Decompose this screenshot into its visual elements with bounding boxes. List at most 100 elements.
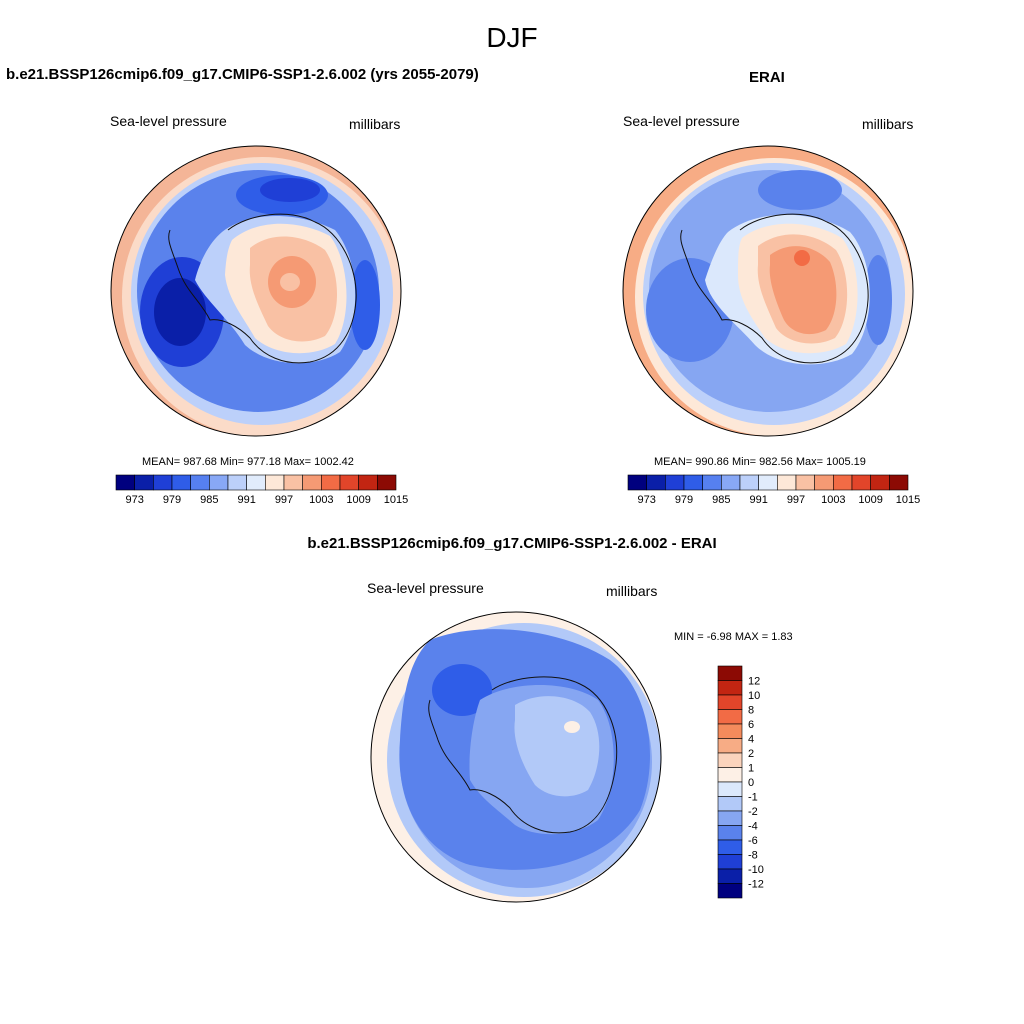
- diff-colorbar-swatch: [717, 665, 743, 681]
- left-colorbar-tick-label: 985: [200, 494, 218, 506]
- diff-colorbar-tick-label: -8: [748, 850, 758, 862]
- left-colorbar-swatch: [171, 474, 191, 491]
- diff-colorbar-tick-label: -6: [748, 835, 758, 847]
- left-colorbar-swatch: [115, 474, 135, 491]
- diff-colorbar-tick-label: -1: [748, 792, 758, 804]
- right-colorbar-swatch: [739, 474, 759, 491]
- right-variable-label: Sea-level pressure: [623, 113, 740, 129]
- diff-colorbar-swatch: [717, 825, 743, 841]
- diff-colorbar-tick-label: -2: [748, 806, 758, 818]
- diff-colorbar-tick-label: 10: [748, 690, 760, 702]
- right-colorbar-swatch: [627, 474, 647, 491]
- left-colorbar-tick-label: 973: [125, 494, 143, 506]
- diff-colorbar-tick-label: -12: [748, 879, 764, 891]
- right-colorbar-tick-label: 1003: [821, 494, 845, 506]
- left-map-border: [110, 145, 402, 437]
- left-colorbar-swatch: [377, 474, 397, 491]
- right-colorbar-tick-label: 985: [712, 494, 730, 506]
- left-colorbar-tick-label: 979: [163, 494, 181, 506]
- diff-colorbar-tick-label: 6: [748, 719, 754, 731]
- diff-stats: MIN = -6.98 MAX = 1.83: [674, 631, 793, 643]
- left-colorbar-swatch: [339, 474, 359, 491]
- left-variable-label: Sea-level pressure: [110, 113, 227, 129]
- right-units-label: millibars: [862, 116, 914, 132]
- right-colorbar-swatch: [851, 474, 871, 491]
- diff-colorbar-swatch: [717, 767, 743, 783]
- right-colorbar-swatch: [889, 474, 909, 491]
- left-colorbar-swatch: [190, 474, 210, 491]
- right-colorbar-tick-label: 991: [749, 494, 767, 506]
- right-map-border: [622, 145, 914, 437]
- right-stats: MEAN= 990.86 Min= 982.56 Max= 1005.19: [654, 456, 866, 468]
- diff-variable-label: Sea-level pressure: [367, 580, 484, 596]
- figure-title: DJF: [486, 22, 538, 53]
- left-colorbar-tick-label: 997: [275, 494, 293, 506]
- diff-colorbar-tick-label: -4: [748, 821, 758, 833]
- left-map: [111, 146, 401, 436]
- right-colorbar-swatch: [721, 474, 741, 491]
- left-colorbar-tick-label: 1009: [346, 494, 370, 506]
- diff-colorbar-tick-label: 0: [748, 777, 754, 789]
- left-colorbar-swatch: [321, 474, 341, 491]
- right-map: [623, 146, 913, 436]
- right-colorbar-tick-label: 1015: [896, 494, 920, 506]
- left-colorbar-swatch: [302, 474, 322, 491]
- right-colorbar-swatch: [683, 474, 703, 491]
- diff-colorbar-tick-label: 4: [748, 734, 754, 746]
- left-panel-title: b.e21.BSSP126cmip6.f09_g17.CMIP6-SSP1-2.…: [6, 66, 479, 83]
- diff-colorbar-swatch: [717, 868, 743, 884]
- left-colorbar-swatch: [265, 474, 285, 491]
- diff-map-border: [370, 611, 662, 903]
- right-colorbar-swatch: [758, 474, 778, 491]
- diff-map: [371, 612, 661, 902]
- right-colorbar-swatch: [665, 474, 685, 491]
- right-colorbar-tick-label: 997: [787, 494, 805, 506]
- diff-colorbar-swatch: [717, 796, 743, 812]
- left-colorbar-swatch: [246, 474, 266, 491]
- diff-colorbar-swatch: [717, 854, 743, 870]
- left-colorbar-swatch: [153, 474, 173, 491]
- right-colorbar-tick-label: 979: [675, 494, 693, 506]
- diff-colorbar-tick-label: 12: [748, 676, 760, 688]
- diff-panel-title: b.e21.BSSP126cmip6.f09_g17.CMIP6-SSP1-2.…: [307, 535, 717, 552]
- diff-colorbar-swatch: [717, 738, 743, 754]
- diff-colorbar-tick-label: -10: [748, 864, 764, 876]
- diff-colorbar-tick-label: 1: [748, 763, 754, 775]
- right-colorbar-swatch: [702, 474, 722, 491]
- diff-colorbar-swatch: [717, 752, 743, 768]
- right-colorbar-swatch: [870, 474, 890, 491]
- right-colorbar-swatch: [795, 474, 815, 491]
- left-colorbar-swatch: [283, 474, 303, 491]
- left-stats: MEAN= 987.68 Min= 977.18 Max= 1002.42: [142, 456, 354, 468]
- left-colorbar-tick-label: 1003: [309, 494, 333, 506]
- diff-colorbar-swatch: [717, 694, 743, 710]
- right-colorbar-tick-label: 1009: [858, 494, 882, 506]
- right-colorbar-swatch: [646, 474, 666, 491]
- left-colorbar: 973 979 985 991 997 1003 1009 1015: [115, 474, 408, 506]
- diff-colorbar-tick-label: 8: [748, 705, 754, 717]
- diff-colorbar-swatch: [717, 781, 743, 797]
- right-colorbar-swatch: [777, 474, 797, 491]
- diff-colorbar-tick-label: 2: [748, 748, 754, 760]
- right-colorbar-tick-label: 973: [637, 494, 655, 506]
- left-colorbar-tick-label: 991: [237, 494, 255, 506]
- left-units-label: millibars: [349, 116, 401, 132]
- diff-colorbar-swatch: [717, 883, 743, 899]
- diff-colorbar-swatch: [717, 839, 743, 855]
- left-colorbar-swatch: [134, 474, 154, 491]
- left-colorbar-swatch: [358, 474, 378, 491]
- right-colorbar-swatch: [833, 474, 853, 491]
- left-colorbar-swatch: [209, 474, 229, 491]
- diff-colorbar-swatch: [717, 810, 743, 826]
- diff-units-label: millibars: [606, 583, 658, 599]
- diff-colorbar-swatch: [717, 680, 743, 696]
- right-panel-title: ERAI: [749, 69, 785, 86]
- right-colorbar: 973 979 985 991 997 1003 1009 1015: [627, 474, 920, 506]
- diff-colorbar-swatch: [717, 723, 743, 739]
- right-colorbar-swatch: [814, 474, 834, 491]
- left-colorbar-swatch: [227, 474, 247, 491]
- left-colorbar-tick-label: 1015: [384, 494, 408, 506]
